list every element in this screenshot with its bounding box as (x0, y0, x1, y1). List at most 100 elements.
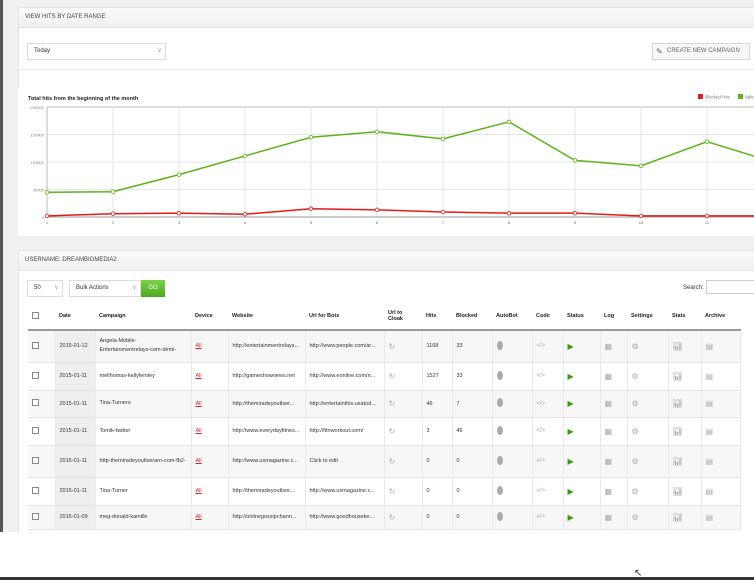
column-header[interactable]: Blocked (452, 303, 492, 331)
archive-icon[interactable]: ▤ (705, 399, 714, 408)
page-size-select[interactable]: 50 v (27, 280, 63, 297)
column-header[interactable]: Url to Cloak (384, 303, 422, 331)
play-icon[interactable]: ▶ (567, 399, 574, 408)
campaign-cell[interactable]: http-themiradeyoutlserarn-com-fb2- (95, 445, 192, 478)
bar-chart-icon[interactable]: 📊︎ (672, 456, 683, 466)
website-cell[interactable]: http://gameshownews.net (228, 362, 306, 391)
url-for-bots-cell[interactable]: http://www.usmagazine.c... (305, 477, 385, 506)
row-checkbox[interactable] (32, 341, 39, 349)
log-icon[interactable]: ▦ (604, 399, 613, 408)
archive-icon[interactable]: ▤ (705, 512, 714, 522)
url-for-bots-cell[interactable]: http://fitnworkout.com/ (305, 417, 385, 446)
bar-chart-icon[interactable]: 📊︎ (672, 399, 683, 408)
device-link[interactable]: All (195, 400, 202, 407)
row-checkbox-cell[interactable] (28, 505, 56, 530)
device-link[interactable]: All (195, 514, 202, 520)
row-checkbox-cell[interactable] (28, 417, 56, 446)
bulk-actions-select[interactable]: Bulk Actions v (69, 280, 141, 297)
device-link[interactable]: All (195, 488, 202, 494)
gear-icon[interactable]: ⚙ (631, 341, 639, 351)
column-header[interactable]: Website (228, 303, 305, 331)
column-header[interactable]: Device (191, 303, 228, 331)
device-link[interactable]: All (195, 373, 202, 379)
code-icon[interactable]: </> (536, 488, 546, 494)
log-icon[interactable]: ▦ (604, 426, 613, 436)
android-icon[interactable]: ⬮ (496, 484, 504, 497)
bar-chart-icon[interactable]: 📊︎ (672, 341, 683, 351)
refresh-icon[interactable]: ↻ (388, 512, 396, 522)
bar-chart-icon[interactable]: 📊︎ (672, 512, 683, 522)
archive-icon[interactable]: ▤ (705, 486, 714, 496)
refresh-icon[interactable]: ↻ (388, 486, 396, 496)
play-icon[interactable]: ▶ (567, 486, 574, 496)
select-all-checkbox[interactable] (32, 311, 39, 319)
website-cell[interactable]: http://onlinegossipchann... (228, 505, 306, 530)
url-for-bots-cell[interactable]: http://www.eonline.com/n... (305, 362, 385, 391)
url-for-bots-cell[interactable]: http://www.goodhouseke... (305, 505, 385, 530)
android-icon[interactable]: ⬮ (496, 454, 504, 467)
website-cell[interactable]: http://www.usmagazine.c... (228, 445, 306, 478)
campaign-cell[interactable]: Angela-Mobile-Entertainmentrelays-com-de… (95, 330, 192, 363)
column-header[interactable] (28, 303, 55, 331)
column-header[interactable]: Url for Bots (305, 303, 384, 331)
play-icon[interactable]: ▶ (567, 341, 574, 351)
row-checkbox[interactable] (32, 512, 39, 520)
column-header[interactable]: Log (600, 303, 627, 331)
refresh-icon[interactable]: ↻ (388, 371, 396, 381)
log-icon[interactable]: ▦ (604, 341, 613, 351)
row-checkbox[interactable] (32, 399, 39, 406)
gear-icon[interactable]: ⚙ (631, 456, 639, 466)
android-icon[interactable]: ⬮ (496, 397, 504, 409)
campaign-cell[interactable]: meg-donald-kamille (95, 505, 192, 530)
row-checkbox-cell[interactable] (28, 390, 56, 418)
android-icon[interactable]: ⬮ (496, 424, 504, 437)
website-cell[interactable]: http://themiradeyoutlser... (228, 477, 306, 506)
code-icon[interactable]: </> (536, 458, 546, 464)
play-icon[interactable]: ▶ (567, 371, 574, 381)
play-icon[interactable]: ▶ (567, 512, 574, 522)
create-campaign-button[interactable]: ✎ CREATE NEW CAMPAIGN (652, 43, 750, 60)
campaign-cell[interactable]: Tomik-twitter (95, 417, 192, 446)
gear-icon[interactable]: ⚙ (631, 399, 639, 408)
column-header[interactable]: Status (563, 303, 600, 331)
row-checkbox-cell[interactable] (28, 445, 56, 478)
log-icon[interactable]: ▦ (604, 486, 613, 496)
log-icon[interactable]: ▦ (604, 456, 613, 466)
website-cell[interactable]: http://themiradeyoutlser... (228, 390, 306, 418)
bar-chart-icon[interactable]: 📊︎ (672, 371, 683, 381)
website-cell[interactable]: http://www.everydayfitnes... (228, 417, 306, 446)
archive-icon[interactable]: ▤ (705, 341, 714, 351)
url-for-bots-cell[interactable]: Click to edit (305, 445, 385, 478)
date-range-select[interactable]: Today v (27, 43, 166, 60)
website-cell[interactable]: http://entertainmentrelays... (228, 330, 306, 363)
campaign-cell[interactable]: Tina-Turner (95, 477, 192, 506)
row-checkbox[interactable] (32, 426, 39, 434)
code-icon[interactable]: </> (536, 428, 546, 434)
url-for-bots-cell[interactable]: http://entertainthis.usatod... (305, 390, 385, 418)
android-icon[interactable]: ⬮ (496, 339, 504, 352)
log-icon[interactable]: ▦ (604, 371, 613, 381)
row-checkbox-cell[interactable] (28, 330, 56, 363)
gear-icon[interactable]: ⚙ (631, 486, 639, 496)
gear-icon[interactable]: ⚙ (631, 371, 639, 381)
column-header[interactable]: Archive (701, 303, 740, 331)
code-icon[interactable]: </> (536, 400, 546, 407)
campaign-cell[interactable]: Tina-Turners (95, 390, 192, 418)
log-icon[interactable]: ▦ (604, 512, 613, 522)
device-link[interactable]: All (195, 458, 202, 464)
column-header[interactable]: Stats (668, 303, 701, 331)
column-header[interactable]: Date (55, 303, 95, 331)
go-button[interactable]: GO (141, 280, 165, 297)
refresh-icon[interactable]: ↻ (388, 426, 396, 436)
code-icon[interactable]: </> (536, 514, 546, 520)
row-checkbox[interactable] (32, 486, 39, 494)
play-icon[interactable]: ▶ (567, 426, 574, 436)
device-link[interactable]: All (195, 343, 202, 350)
bar-chart-icon[interactable]: 📊︎ (672, 426, 683, 436)
column-header[interactable]: Hits (422, 303, 452, 331)
bar-chart-icon[interactable]: 📊︎ (672, 486, 683, 496)
campaign-cell[interactable]: mellhomas-kellylemley (95, 362, 192, 391)
android-icon[interactable]: ⬮ (496, 369, 504, 382)
refresh-icon[interactable]: ↻ (388, 341, 396, 351)
refresh-icon[interactable]: ↻ (388, 399, 396, 408)
